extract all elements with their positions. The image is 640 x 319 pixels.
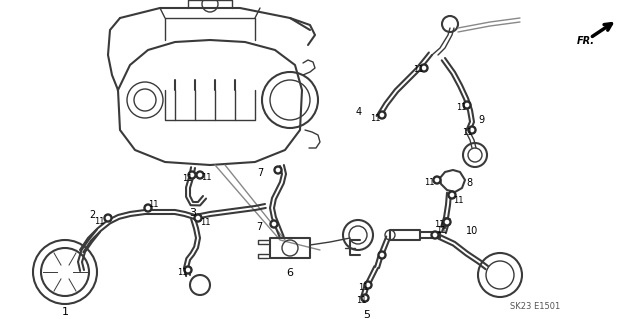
Circle shape	[468, 126, 476, 134]
Text: 11: 11	[200, 218, 211, 227]
Text: 11: 11	[148, 200, 159, 209]
Circle shape	[184, 266, 192, 274]
Circle shape	[270, 220, 278, 228]
Text: 4: 4	[356, 107, 362, 117]
Text: 11: 11	[358, 283, 369, 292]
Circle shape	[104, 214, 112, 222]
Circle shape	[470, 129, 474, 132]
Circle shape	[378, 111, 386, 119]
Text: 11: 11	[436, 226, 447, 235]
Text: 6: 6	[287, 268, 294, 278]
Circle shape	[198, 174, 202, 177]
Text: 11: 11	[182, 174, 193, 183]
Circle shape	[465, 103, 468, 107]
Text: SK23 E1501: SK23 E1501	[510, 302, 560, 311]
Circle shape	[364, 281, 372, 289]
Text: 7: 7	[256, 222, 262, 232]
Circle shape	[147, 206, 150, 210]
Circle shape	[194, 214, 202, 222]
Circle shape	[366, 283, 370, 286]
Circle shape	[186, 268, 189, 271]
Circle shape	[106, 216, 109, 219]
Circle shape	[276, 168, 280, 172]
Text: 11: 11	[94, 217, 104, 226]
Circle shape	[422, 66, 426, 70]
Circle shape	[433, 234, 436, 237]
Circle shape	[191, 174, 193, 177]
Circle shape	[445, 220, 449, 224]
Circle shape	[144, 204, 152, 212]
Circle shape	[463, 101, 471, 109]
Text: 11: 11	[453, 196, 463, 205]
Text: 11: 11	[434, 220, 445, 229]
Text: FR.: FR.	[577, 36, 595, 46]
Circle shape	[433, 176, 441, 184]
Circle shape	[378, 251, 386, 259]
Circle shape	[273, 222, 276, 226]
Text: 11: 11	[201, 173, 211, 182]
Text: 11: 11	[456, 103, 467, 112]
Circle shape	[196, 171, 204, 179]
Circle shape	[380, 253, 383, 256]
Text: 11: 11	[370, 114, 381, 123]
Text: 11: 11	[177, 268, 188, 277]
Text: 5: 5	[364, 310, 371, 319]
Text: 11: 11	[424, 178, 435, 187]
Circle shape	[420, 64, 428, 72]
Text: 11: 11	[413, 65, 424, 74]
Circle shape	[451, 193, 454, 197]
Circle shape	[364, 296, 367, 300]
Text: 2: 2	[89, 210, 95, 220]
Text: 8: 8	[466, 178, 472, 188]
Circle shape	[431, 231, 439, 239]
Text: 11: 11	[462, 128, 472, 137]
Text: 3: 3	[189, 208, 196, 218]
Circle shape	[435, 178, 438, 182]
Text: 11: 11	[356, 296, 367, 305]
Circle shape	[380, 113, 383, 117]
Circle shape	[443, 218, 451, 226]
Text: 10: 10	[466, 226, 478, 236]
Text: 7: 7	[257, 168, 263, 178]
Circle shape	[274, 166, 282, 174]
Text: 9: 9	[478, 115, 484, 125]
Circle shape	[188, 171, 196, 179]
Circle shape	[448, 191, 456, 199]
Circle shape	[361, 294, 369, 302]
Text: 1: 1	[61, 307, 68, 317]
Circle shape	[196, 216, 200, 219]
